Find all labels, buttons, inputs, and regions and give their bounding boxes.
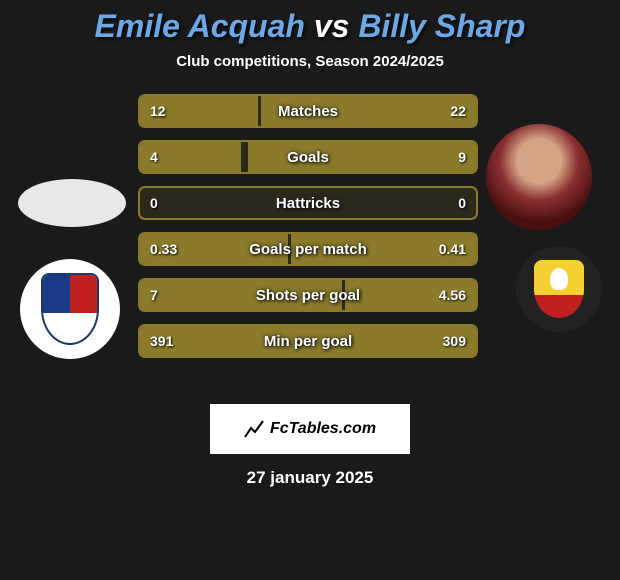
right-value: 4.56 bbox=[439, 287, 466, 303]
left-value: 7 bbox=[150, 287, 158, 303]
player2-photo bbox=[486, 124, 592, 230]
player2-name: Billy Sharp bbox=[358, 8, 525, 44]
subtitle: Club competitions, Season 2024/2025 bbox=[0, 53, 620, 70]
player1-photo bbox=[18, 179, 126, 227]
right-value: 0 bbox=[458, 195, 466, 211]
comparison-content: 12 Matches 22 4 Goals 9 0 Hattricks 0 0.33 Goals p… bbox=[0, 94, 620, 394]
stat-row-5: 391 Min per goal 309 bbox=[138, 324, 478, 358]
left-value: 12 bbox=[150, 103, 166, 119]
player1-name: Emile Acquah bbox=[95, 8, 305, 44]
left-value: 4 bbox=[150, 149, 158, 165]
logo-text: FcTables.com bbox=[270, 420, 376, 438]
right-value: 309 bbox=[443, 333, 466, 349]
header: Emile Acquah vs Billy Sharp Club competi… bbox=[0, 0, 620, 70]
player1-club-crest bbox=[20, 259, 120, 359]
stat-label: Min per goal bbox=[264, 333, 352, 350]
stat-label: Goals per match bbox=[249, 241, 367, 258]
stat-row-4: 7 Shots per goal 4.56 bbox=[138, 278, 478, 312]
right-value: 22 bbox=[450, 103, 466, 119]
source-logo: FcTables.com bbox=[210, 404, 410, 454]
vs-text: vs bbox=[314, 8, 350, 44]
right-value: 9 bbox=[458, 149, 466, 165]
stat-label: Shots per goal bbox=[256, 287, 360, 304]
stat-row-0: 12 Matches 22 bbox=[138, 94, 478, 128]
left-value: 0 bbox=[150, 195, 158, 211]
stat-row-1: 4 Goals 9 bbox=[138, 140, 478, 174]
stat-label: Matches bbox=[278, 103, 338, 120]
stat-row-2: 0 Hattricks 0 bbox=[138, 186, 478, 220]
player2-club-crest bbox=[516, 246, 602, 332]
right-fill bbox=[248, 142, 476, 172]
stat-label: Hattricks bbox=[276, 195, 340, 212]
stat-row-3: 0.33 Goals per match 0.41 bbox=[138, 232, 478, 266]
chart-icon bbox=[244, 420, 264, 438]
left-value: 0.33 bbox=[150, 241, 177, 257]
stat-label: Goals bbox=[287, 149, 329, 166]
stat-bars: 12 Matches 22 4 Goals 9 0 Hattricks 0 0.33 Goals p… bbox=[138, 94, 478, 358]
right-value: 0.41 bbox=[439, 241, 466, 257]
left-value: 391 bbox=[150, 333, 173, 349]
date: 27 january 2025 bbox=[0, 468, 620, 488]
title: Emile Acquah vs Billy Sharp bbox=[0, 8, 620, 45]
